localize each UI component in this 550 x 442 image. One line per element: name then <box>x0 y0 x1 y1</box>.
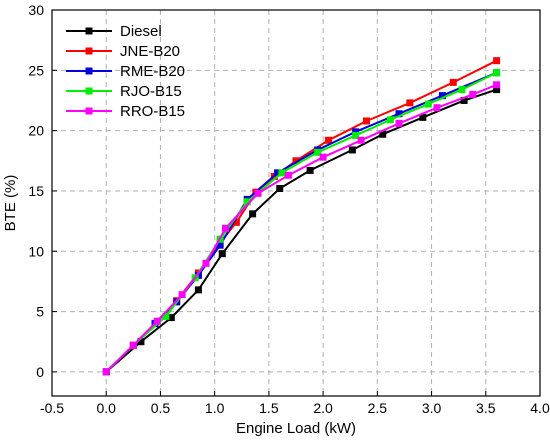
data-point <box>493 69 501 77</box>
y-tick-label: 5 <box>36 304 44 320</box>
x-tick-label: 2.5 <box>368 400 388 416</box>
data-point <box>274 169 282 177</box>
data-point <box>449 78 457 86</box>
x-tick-label: 4.0 <box>530 400 550 416</box>
data-point <box>493 81 501 89</box>
series-line <box>105 83 497 373</box>
data-point <box>319 153 327 161</box>
y-tick-label: 30 <box>28 2 44 18</box>
data-point <box>325 136 333 144</box>
series-line <box>105 88 497 373</box>
plot-frame <box>51 9 541 397</box>
legend-label: JNE-B20 <box>120 43 180 60</box>
data-point <box>202 259 210 267</box>
data-point <box>249 210 257 218</box>
data-point <box>216 241 224 249</box>
data-point <box>102 368 110 376</box>
data-point <box>243 198 251 206</box>
data-point <box>222 224 230 232</box>
data-point <box>386 116 394 124</box>
data-point <box>460 96 468 104</box>
data-point <box>129 341 137 349</box>
legend-label: RRO-B15 <box>120 103 185 120</box>
data-point <box>292 157 300 165</box>
series-rro-b15 <box>102 81 501 376</box>
legend-marker <box>85 87 93 95</box>
data-point <box>218 250 226 258</box>
data-point <box>493 86 501 94</box>
legend-marker <box>85 107 93 115</box>
x-tick-label: 3.5 <box>476 400 496 416</box>
data-point <box>232 218 240 226</box>
x-tick-label: -0.5 <box>40 400 64 416</box>
legend-item: RJO-B15 <box>66 83 182 100</box>
data-point <box>433 104 441 112</box>
data-point <box>254 189 262 197</box>
legend-marker <box>85 67 93 75</box>
legend-item: RME-B20 <box>66 63 185 80</box>
data-point <box>306 166 314 174</box>
series-layer <box>102 57 501 376</box>
legend-item: JNE-B20 <box>66 43 180 60</box>
data-point <box>395 110 403 118</box>
legend-marker <box>85 47 93 55</box>
data-point <box>178 291 186 299</box>
grid <box>52 10 540 396</box>
legend-label: Diesel <box>120 23 162 40</box>
data-point <box>493 57 501 65</box>
y-tick-label: 25 <box>28 62 44 78</box>
data-point <box>357 136 365 144</box>
data-point <box>276 185 284 193</box>
legend-item: Diesel <box>66 23 162 40</box>
data-point <box>395 119 403 127</box>
data-point <box>352 131 360 139</box>
x-tick-label: 0.5 <box>151 400 171 416</box>
data-point <box>167 314 175 322</box>
data-point <box>469 90 477 98</box>
data-point <box>153 317 161 325</box>
y-tick-label: 15 <box>28 183 44 199</box>
data-point <box>424 100 432 108</box>
data-point <box>348 146 356 154</box>
y-tick-label: 20 <box>28 123 44 139</box>
legend-marker <box>85 27 93 35</box>
y-tick-label: 0 <box>36 364 44 380</box>
data-point <box>137 338 145 346</box>
data-point <box>458 86 466 94</box>
x-axis-title: Engine Load (kW) <box>236 420 356 437</box>
data-point <box>406 99 414 107</box>
x-tick-label: 0.0 <box>96 400 116 416</box>
data-point <box>438 92 446 100</box>
x-tick-label: 1.0 <box>205 400 225 416</box>
data-point <box>379 130 387 138</box>
data-point <box>352 128 360 136</box>
data-point <box>314 148 322 156</box>
axes: -0.5 0.0 0.5 1.0 1.5 2.0 2.5 3.0 3.5 4.0 0 5 10 15 20 2… <box>28 2 550 416</box>
legend-label: RME-B20 <box>120 63 185 80</box>
x-tick-label: 3.0 <box>422 400 442 416</box>
data-point <box>419 113 427 121</box>
legend-label: RJO-B15 <box>120 83 182 100</box>
x-tick-label: 2.0 <box>313 400 333 416</box>
y-axis-title: BTE (%) <box>2 175 19 232</box>
y-tick-label: 10 <box>28 243 44 259</box>
data-point <box>362 117 370 125</box>
data-point <box>284 171 292 179</box>
legend: Diesel JNE-B20 RME-B20 RJO-B15 RRO-B15 <box>66 23 185 120</box>
series-diesel <box>102 86 501 376</box>
data-point <box>162 312 170 320</box>
data-point <box>278 169 286 177</box>
legend-item: RRO-B15 <box>66 103 185 120</box>
x-tick-label: 1.5 <box>259 400 279 416</box>
data-point <box>194 286 202 294</box>
